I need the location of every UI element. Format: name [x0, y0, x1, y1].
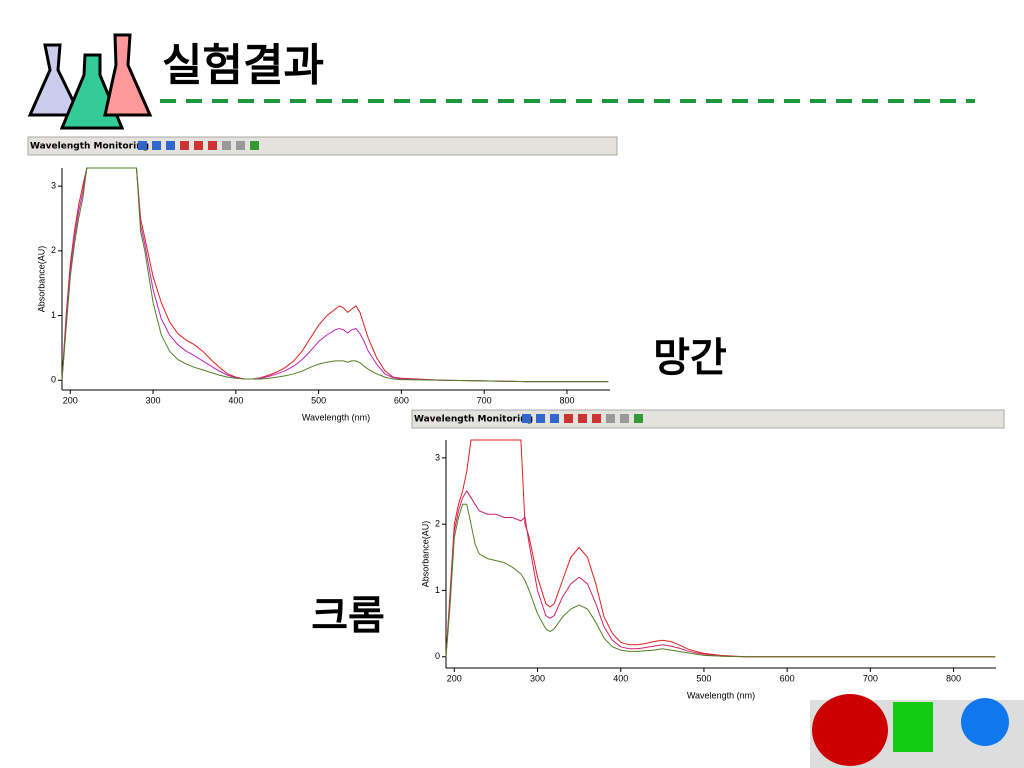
toolbar-button[interactable] — [138, 141, 147, 150]
x-tick-label: 500 — [696, 673, 711, 683]
bottles-image — [810, 694, 1024, 768]
toolbar-button[interactable] — [578, 414, 587, 423]
spectrum-line — [445, 503, 996, 658]
x-tick-label: 400 — [228, 395, 243, 405]
toolbar-button[interactable] — [550, 414, 559, 423]
x-tick-label: 300 — [530, 673, 545, 683]
y-tick-label: 2 — [51, 245, 56, 255]
y-tick-label: 3 — [435, 452, 440, 462]
toolbar-button[interactable] — [250, 141, 259, 150]
toolbar-title: Wavelength Monitoring — [414, 415, 533, 425]
toolbar — [27, 136, 618, 156]
x-tick-label: 200 — [447, 673, 462, 683]
toolbar-button[interactable] — [222, 141, 231, 150]
y-tick-label: 1 — [435, 585, 440, 595]
x-tick-label: 400 — [613, 673, 628, 683]
x-tick-label: 600 — [394, 395, 409, 405]
x-tick-label: 700 — [863, 673, 878, 683]
toolbar-button[interactable] — [606, 414, 615, 423]
toolbar-button[interactable] — [620, 414, 629, 423]
toolbar-button[interactable] — [194, 141, 203, 150]
y-tick-label: 1 — [51, 310, 56, 320]
spectrum-line — [445, 490, 996, 658]
toolbar-button[interactable] — [166, 141, 175, 150]
x-axis-label: Wavelength (nm) — [687, 690, 755, 700]
y-axis-label: Absorbance(AU) — [36, 246, 46, 313]
x-tick-label: 300 — [146, 395, 161, 405]
x-tick-label: 800 — [559, 395, 574, 405]
toolbar-button[interactable] — [592, 414, 601, 423]
flask-icons — [27, 33, 153, 130]
x-tick-label: 600 — [780, 673, 795, 683]
x-tick-label: 200 — [63, 395, 78, 405]
x-tick-label: 700 — [477, 395, 492, 405]
x-tick-label: 500 — [311, 395, 326, 405]
toolbar-button[interactable] — [522, 414, 531, 423]
sample-label: 크롬 — [311, 593, 385, 639]
spectrum-line — [61, 167, 609, 383]
toolbar-button[interactable] — [152, 141, 161, 150]
toolbar-title: Wavelength Monitoring — [30, 142, 149, 152]
spectrum-line — [61, 167, 609, 383]
y-tick-label: 0 — [435, 651, 440, 661]
toolbar-button[interactable] — [634, 414, 643, 423]
x-axis-label: Wavelength (nm) — [302, 412, 370, 422]
y-tick-label: 3 — [51, 180, 56, 190]
toolbar-button[interactable] — [536, 414, 545, 423]
sample-label: 망간 — [653, 335, 727, 381]
slide-title: 실험결과 — [162, 40, 324, 91]
toolbar-button[interactable] — [208, 141, 217, 150]
toolbar-button[interactable] — [564, 414, 573, 423]
y-tick-label: 0 — [51, 375, 56, 385]
toolbar — [411, 409, 1005, 429]
spectrum-line — [61, 167, 609, 383]
y-axis-label: Absorbance(AU) — [420, 521, 430, 588]
x-tick-label: 800 — [946, 673, 961, 683]
toolbar-button[interactable] — [180, 141, 189, 150]
spectrum-line — [445, 439, 996, 658]
y-tick-label: 2 — [435, 519, 440, 529]
toolbar-button[interactable] — [236, 141, 245, 150]
